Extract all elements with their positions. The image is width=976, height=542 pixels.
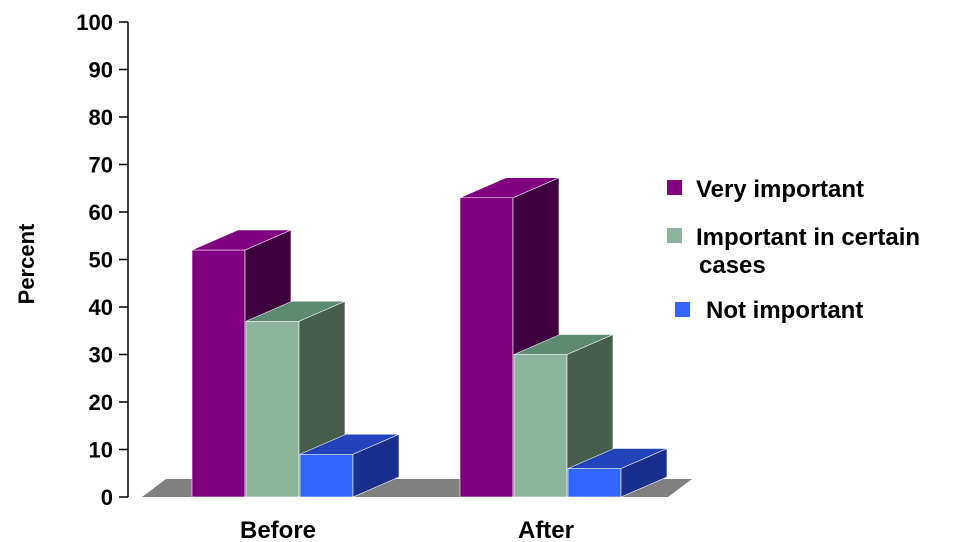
bar <box>567 448 668 498</box>
legend-label: cases <box>699 252 766 279</box>
bar-top <box>459 177 560 199</box>
bar-top <box>513 334 614 355</box>
y-tick-label: 10 <box>89 438 113 463</box>
y-tick-label: 50 <box>89 248 113 273</box>
y-tick-label: 40 <box>89 295 113 320</box>
legend-swatch <box>667 180 682 195</box>
category-label: Before <box>240 517 316 542</box>
y-tick-label: 0 <box>101 485 113 510</box>
y-axis: 0 10 20 30 40 50 60 70 80 90 100 <box>76 10 129 510</box>
y-tick-label: 80 <box>89 105 113 130</box>
y-tick-label: 20 <box>89 390 113 415</box>
y-axis-title: Percent <box>14 223 39 304</box>
bar-top <box>191 229 292 251</box>
legend-swatch <box>675 302 690 317</box>
bar <box>299 433 400 498</box>
y-tick-label: 90 <box>89 58 113 83</box>
y-tick-label: 60 <box>89 200 113 225</box>
bar-front <box>567 468 622 498</box>
legend-label: Important in certain <box>696 224 920 251</box>
y-tick-label: 30 <box>89 343 113 368</box>
bar-top <box>567 448 668 469</box>
y-tick-label: 70 <box>89 153 113 178</box>
bar-front <box>245 320 300 498</box>
bar-top <box>299 433 400 455</box>
bar-front <box>299 453 354 498</box>
y-tick-label: 100 <box>76 10 113 35</box>
category-label: After <box>518 517 574 542</box>
legend-swatch <box>667 228 682 243</box>
legend-label: Very important <box>696 176 864 203</box>
bar-front <box>459 197 514 498</box>
bar-front <box>513 354 568 498</box>
legend-item: Not important <box>675 297 863 324</box>
bars-layer <box>191 177 668 498</box>
category-labels: Before After <box>240 517 574 542</box>
legend-label: Not important <box>706 297 863 324</box>
bar-top <box>245 300 346 322</box>
bar-front <box>191 249 246 498</box>
legend-item: Very important <box>667 176 864 203</box>
